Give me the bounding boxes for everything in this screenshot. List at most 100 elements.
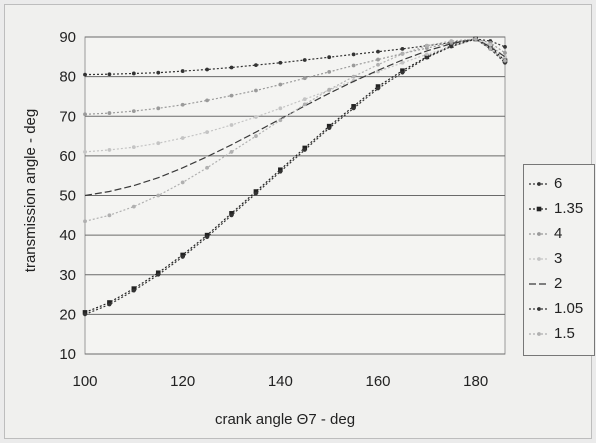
data-point	[107, 111, 112, 115]
legend-swatch	[529, 257, 549, 261]
data-point	[229, 211, 234, 216]
data-point	[400, 70, 405, 75]
data-point	[278, 118, 283, 123]
data-point	[131, 145, 136, 150]
legend-marker	[537, 232, 541, 236]
data-point	[180, 136, 185, 140]
data-point	[326, 123, 332, 129]
data-point	[488, 44, 493, 50]
legend-swatch	[529, 307, 549, 311]
data-point	[107, 72, 112, 77]
y-tick-label: 60	[59, 148, 76, 165]
legend-item: 1.35	[524, 198, 596, 220]
legend-item: 4	[524, 223, 596, 245]
data-point	[278, 169, 283, 174]
legend: 6 1.35 4 3 2 1.05 1.5	[523, 164, 595, 356]
x-tick-label: 120	[170, 373, 195, 390]
data-point	[376, 62, 380, 67]
data-point	[180, 102, 185, 107]
data-point	[351, 52, 356, 57]
data-point	[424, 43, 429, 48]
data-point	[302, 145, 308, 151]
data-point	[83, 150, 87, 154]
data-point	[302, 97, 307, 102]
legend-item: 2	[524, 273, 596, 295]
legend-label: 6	[554, 175, 563, 192]
data-point	[424, 55, 429, 60]
data-point	[449, 39, 454, 43]
data-point	[229, 123, 234, 127]
y-tick-label: 70	[59, 108, 76, 125]
series-line	[84, 38, 506, 197]
legend-item: 1.05	[524, 298, 596, 320]
x-axis-label: crank angle Θ7 - deg	[215, 411, 355, 428]
data-point	[131, 288, 136, 293]
legend-swatch	[529, 206, 549, 212]
x-tick-label: 140	[268, 373, 293, 390]
data-point	[83, 312, 87, 317]
data-point	[488, 46, 493, 51]
data-point	[205, 67, 209, 72]
data-point	[400, 68, 405, 73]
data-point	[180, 255, 185, 259]
data-point	[400, 52, 405, 56]
legend-marker	[537, 257, 541, 261]
data-point	[278, 106, 283, 111]
data-point	[229, 93, 234, 98]
data-point	[131, 286, 137, 291]
legend-label: 4	[554, 225, 563, 242]
y-tick-label: 20	[59, 306, 76, 323]
y-tick-label: 30	[59, 267, 76, 284]
legend-item: 3	[524, 248, 596, 270]
x-tick-label: 100	[72, 373, 97, 390]
data-point	[205, 130, 209, 134]
data-point	[205, 98, 209, 103]
legend-label: 1.5	[554, 325, 575, 342]
data-point	[473, 37, 478, 41]
data-point	[131, 109, 136, 113]
data-point	[449, 44, 454, 49]
series-6	[83, 37, 507, 224]
data-point	[254, 63, 258, 68]
y-tick-label: 80	[59, 69, 76, 86]
data-point	[107, 213, 112, 218]
data-point	[327, 126, 332, 131]
data-point	[351, 106, 356, 111]
y-tick-label: 90	[59, 29, 76, 46]
data-point	[205, 235, 209, 240]
x-tick-label: 160	[366, 373, 391, 390]
data-point	[229, 213, 234, 218]
data-point	[375, 84, 381, 89]
legend-marker	[536, 206, 542, 212]
y-tick-label: 10	[59, 346, 76, 363]
data-point	[278, 60, 283, 65]
data-point	[254, 191, 258, 196]
data-point	[302, 58, 307, 62]
y-tick-label: 50	[59, 188, 76, 205]
data-point	[424, 52, 429, 57]
legend-label: 2	[554, 275, 563, 292]
y-axis-label: transmission angle - deg	[22, 109, 39, 272]
data-point	[229, 65, 234, 70]
data-point	[253, 189, 259, 194]
data-point	[503, 45, 507, 49]
y-tick-label: 40	[59, 227, 76, 244]
data-point	[351, 63, 356, 68]
legend-swatch	[529, 232, 549, 236]
x-tick-label: 180	[463, 373, 488, 390]
data-point	[254, 88, 258, 93]
legend-swatch	[529, 332, 549, 336]
data-point	[107, 302, 112, 307]
data-point	[400, 46, 405, 51]
legend-item: 6	[524, 173, 596, 195]
data-point	[351, 74, 356, 79]
chart-frame: 10 20 30 40 50 60 70 80 90 100 120 140 160 180 crank a…	[4, 4, 595, 439]
data-point	[83, 219, 87, 224]
data-point	[156, 272, 161, 277]
data-point	[229, 150, 234, 154]
data-point	[254, 134, 258, 138]
legend-label: 3	[554, 250, 563, 267]
legend-label: 1.35	[554, 200, 584, 217]
data-point	[156, 106, 161, 111]
data-point	[131, 71, 136, 76]
